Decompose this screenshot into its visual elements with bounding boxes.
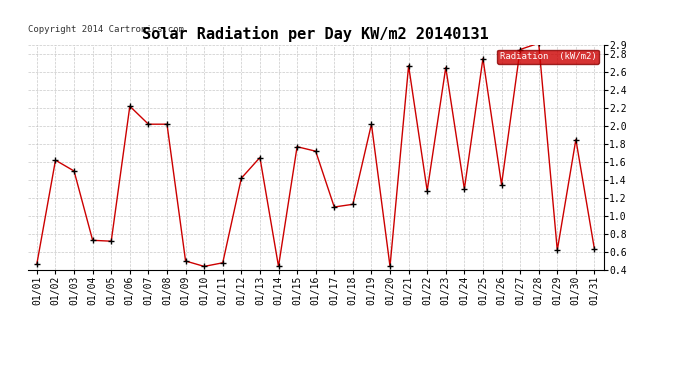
- Title: Solar Radiation per Day KW/m2 20140131: Solar Radiation per Day KW/m2 20140131: [142, 27, 489, 42]
- Legend: Radiation  (kW/m2): Radiation (kW/m2): [497, 50, 599, 64]
- Text: Copyright 2014 Cartronics.com: Copyright 2014 Cartronics.com: [28, 25, 184, 34]
